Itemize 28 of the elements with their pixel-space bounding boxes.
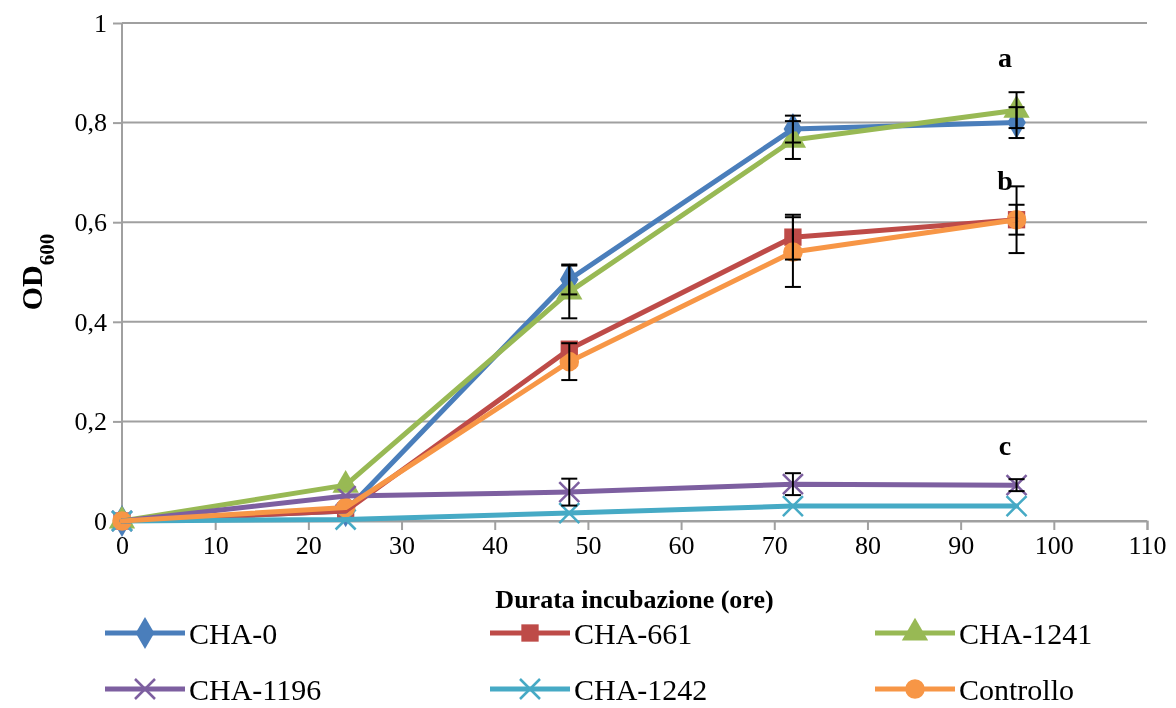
x-tick-label: 50 (575, 531, 602, 561)
x-tick-label: 30 (389, 531, 416, 561)
y-tick-label: 0,2 (74, 407, 107, 437)
x-tick-label: 110 (1128, 531, 1167, 561)
x-axis-title: Durata incubazione (ore) (495, 585, 774, 614)
legend-label: CHA-661 (574, 616, 693, 650)
y-tick-label: 0,6 (74, 208, 107, 238)
legend-label: Controllo (959, 672, 1075, 706)
annotation: c (998, 429, 1012, 461)
legend-label: CHA-1241 (959, 616, 1093, 650)
x-tick-label: 20 (295, 531, 322, 561)
x-tick-label: 10 (202, 531, 229, 561)
x-tick-label: 40 (482, 531, 509, 561)
y-tick-label: 0,4 (74, 307, 107, 337)
x-tick-label: 70 (761, 531, 788, 561)
y-tick-label: 1 (94, 8, 107, 38)
x-tick-label: 0 (116, 531, 129, 561)
annotation: a (998, 41, 1012, 73)
legend-label: CHA-1242 (574, 672, 708, 706)
y-tick-label: 0,8 (74, 108, 107, 138)
x-tick-label: 90 (948, 531, 975, 561)
legend-label: CHA-0 (189, 616, 278, 650)
legend-label: CHA-1196 (189, 672, 322, 706)
x-tick-label: 80 (854, 531, 881, 561)
x-tick-label: 100 (1034, 531, 1074, 561)
y-tick-label: 0 (94, 506, 107, 536)
x-tick-label: 60 (668, 531, 695, 561)
annotation: b (997, 164, 1013, 196)
